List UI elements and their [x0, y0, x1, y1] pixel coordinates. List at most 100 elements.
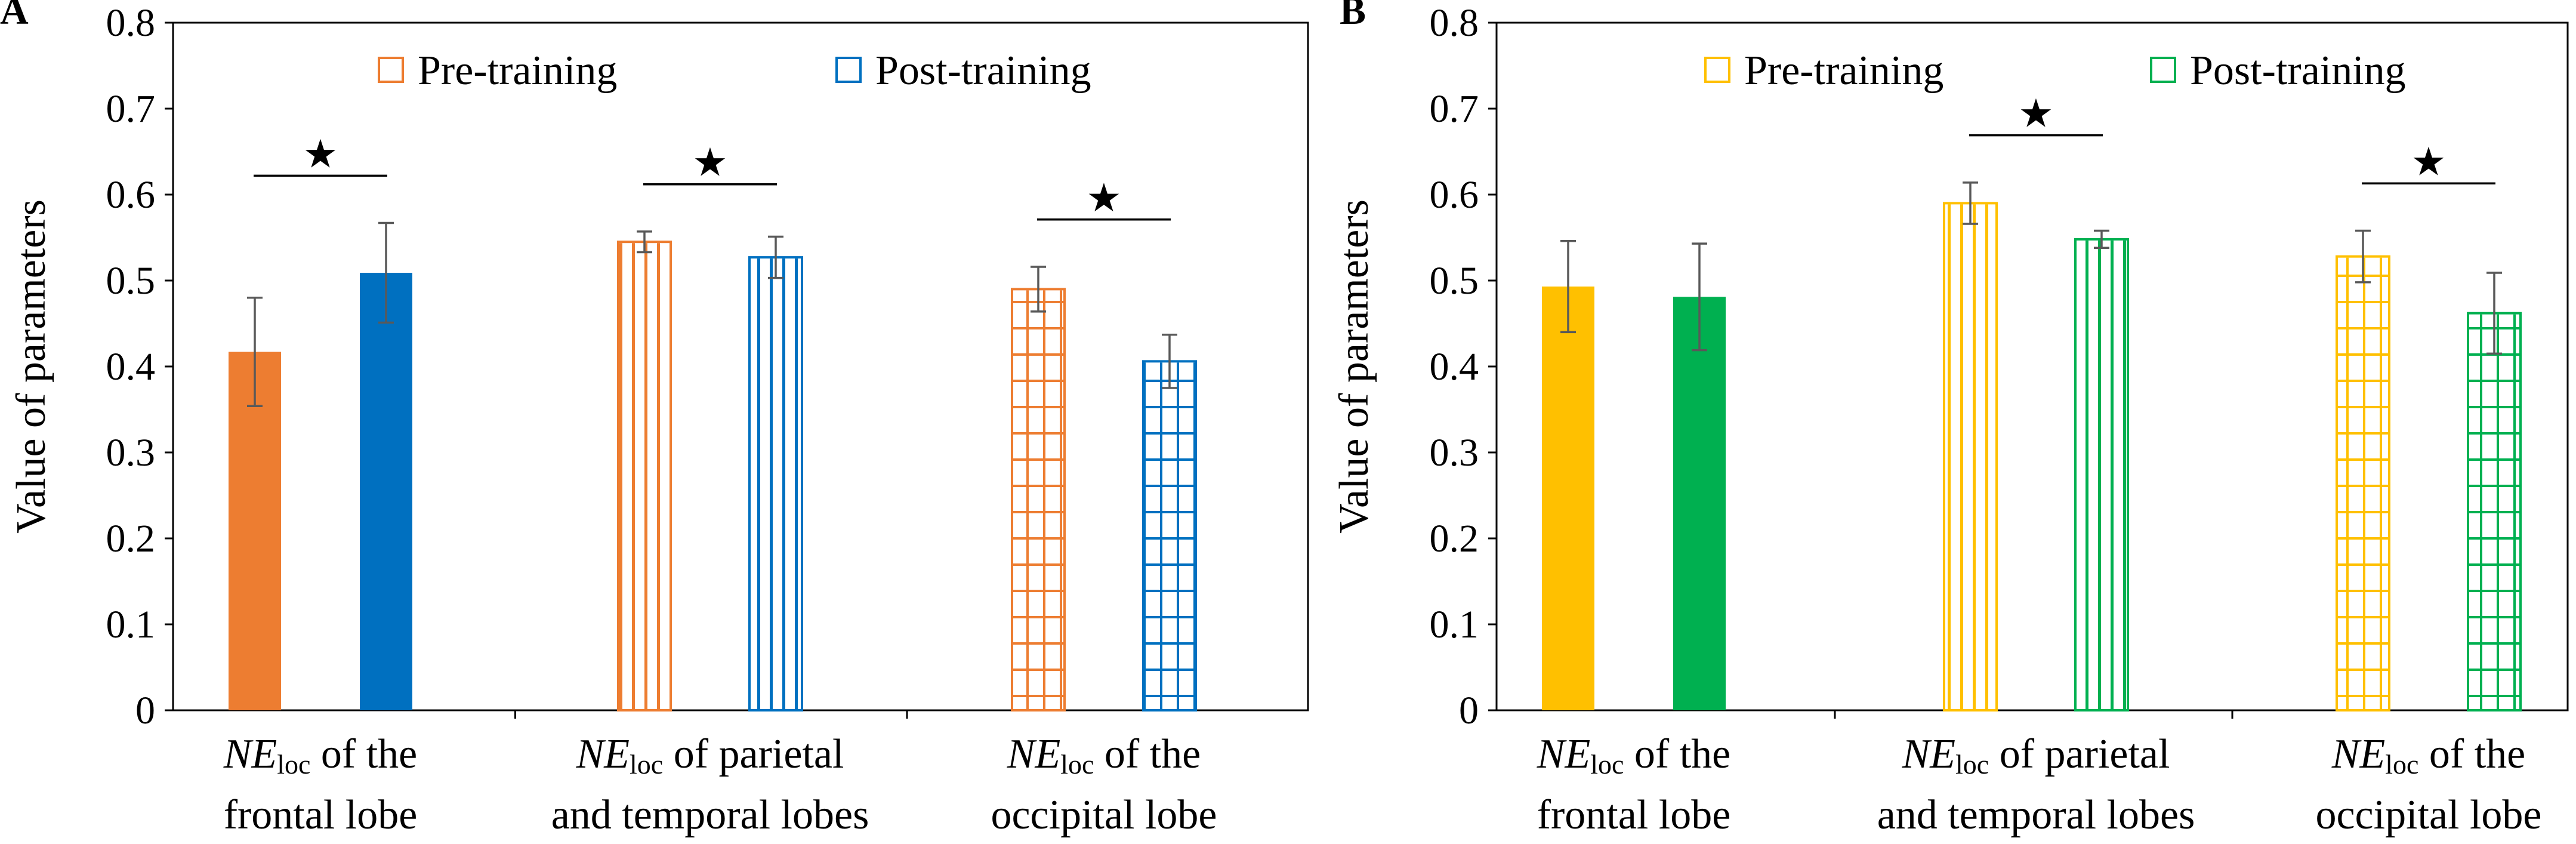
x-category-label-3: NEloc of the occipital lobe [991, 731, 1217, 838]
label-ne: NE [1537, 731, 1590, 777]
x-category-label-3: NEloc of the occipital lobe [2315, 731, 2541, 838]
y-tick-label: 0 [1459, 689, 1479, 732]
bar-post-training-cat2-pattern [2077, 240, 2127, 709]
x-category-label-line2: occipital lobe [991, 792, 1217, 838]
label-rest: of the [1624, 731, 1730, 777]
significance-cat2: ★ [643, 141, 777, 186]
label-ne: NE [1902, 731, 1955, 777]
error-bar-post-training-cat3 [2486, 272, 2502, 355]
error-bar-pre-training-cat2 [637, 230, 652, 254]
x-category-label-line1: NEloc of the [2331, 731, 2525, 780]
chart-panel-a: A 0 0.1 0.2 0.3 0.4 0.5 0.6 0.7 0.8 Value of param… [0, 0, 1309, 838]
y-tick-label: 0.8 [1430, 1, 1479, 45]
significance-cat3: ★ [2362, 140, 2495, 185]
significance-star: ★ [692, 141, 727, 185]
significance-star: ★ [303, 133, 338, 176]
x-category-label-line2: and temporal lobes [1877, 792, 2195, 838]
y-tick-label: 0.1 [106, 603, 156, 646]
error-bar-post-training-cat1 [378, 221, 394, 324]
legend-label: Post-training [875, 48, 1091, 94]
y-tick-label: 0.2 [1430, 517, 1479, 560]
significance-cat3: ★ [1037, 177, 1171, 221]
legend-item-pre-training: Pre-training [1704, 48, 1943, 94]
y-tick-label: 0.8 [106, 1, 156, 45]
label-rest: of the [1094, 731, 1201, 777]
y-tick-label: 0.1 [1430, 603, 1479, 646]
label-subscript: loc [1060, 749, 1094, 780]
y-tick-label: 0.7 [1430, 87, 1479, 131]
label-subscript: loc [1590, 749, 1624, 780]
x-category-label-1: NEloc of the frontal lobe [1537, 731, 1731, 838]
significance-star: ★ [2018, 93, 2053, 136]
x-category-label-line2: frontal lobe [1537, 792, 1731, 838]
legend-swatch [378, 57, 404, 83]
x-category-label-line1: NEloc of the [1537, 731, 1730, 780]
legend-label: Pre-training [418, 48, 617, 94]
error-bar-post-training-cat2 [2094, 229, 2109, 249]
y-tick-label: 0.6 [1430, 173, 1479, 217]
legend-swatch [835, 57, 862, 83]
y-tick-label: 0.4 [106, 345, 156, 389]
label-subscript: loc [277, 749, 310, 780]
error-bar-pre-training-cat2 [1963, 181, 1978, 225]
error-bar-post-training-cat1 [1692, 242, 1707, 352]
legend-swatch [1704, 57, 1730, 83]
label-ne: NE [2331, 731, 2385, 777]
chart-panel-b: B 0 0.1 0.2 0.3 0.4 0.5 0.6 0.7 0.8 Value of param… [1331, 0, 2569, 838]
label-subscript: loc [630, 749, 663, 780]
x-category-label-line2: occipital lobe [2315, 792, 2541, 838]
x-category-label-2: NEloc of parietal and temporal lobes [551, 731, 869, 838]
error-bar-pre-training-cat3 [2355, 229, 2371, 284]
y-tick-label: 0.5 [1430, 259, 1479, 303]
legend-swatch [2150, 57, 2176, 83]
bar-post-training-cat1 [360, 273, 412, 710]
bar-post-training-cat1 [1673, 297, 1726, 710]
x-category-label-line2: frontal lobe [224, 792, 418, 838]
label-subscript: loc [2385, 749, 2418, 780]
y-tick-label: 0 [135, 689, 155, 732]
y-axis-label: Value of parameters [8, 199, 54, 534]
y-tick-label: 0.3 [106, 431, 156, 475]
label-ne: NE [576, 731, 630, 777]
y-tick-label: 0.2 [106, 517, 156, 560]
x-category-label-2: NEloc of parietal and temporal lobes [1877, 731, 2195, 838]
legend-label: Pre-training [1744, 48, 1943, 94]
label-rest: of the [310, 731, 417, 777]
x-category-label-line1: NEloc of the [223, 731, 417, 780]
significance-cat2: ★ [1969, 93, 2103, 137]
legend-label: Post-training [2190, 48, 2406, 94]
label-rest: of the [2418, 731, 2525, 777]
x-category-label-line1: NEloc of the [1007, 731, 1201, 780]
panel-label: A [0, 0, 29, 33]
error-bar-pre-training-cat3 [1031, 266, 1046, 313]
label-rest: of parietal [663, 731, 844, 777]
y-tick-label: 0.7 [106, 87, 156, 131]
label-ne: NE [1007, 731, 1060, 777]
y-tick-label: 0.6 [106, 173, 156, 217]
bar-pre-training-cat3-pattern [2338, 257, 2388, 709]
bar-pre-training-cat2-pattern [1945, 204, 1995, 709]
y-tick-label: 0.3 [1430, 431, 1479, 475]
y-tick-label: 0.5 [106, 259, 156, 303]
bar-pre-training-cat2-pattern [619, 243, 670, 709]
bar-post-training-cat3-pattern [1144, 362, 1195, 709]
x-category-label-1: NEloc of the frontal lobe [223, 731, 418, 838]
y-axis-label: Value of parameters [1331, 199, 1377, 534]
significance-star: ★ [2411, 140, 2446, 184]
y-tick-label: 0.4 [1430, 345, 1479, 389]
significance-cat1: ★ [254, 133, 387, 177]
error-bar-post-training-cat3 [1162, 333, 1177, 389]
bar-post-training-cat2-pattern [751, 258, 801, 709]
x-category-label-line1: NEloc of parietal [576, 731, 844, 780]
significance-star: ★ [1086, 177, 1121, 220]
label-subscript: loc [1955, 749, 1989, 780]
x-category-label-line2: and temporal lobes [551, 792, 869, 838]
label-rest: of parietal [1989, 731, 2170, 777]
legend-item-pre-training: Pre-training [378, 48, 617, 94]
label-ne: NE [223, 731, 277, 777]
plot-frame [172, 21, 1309, 711]
legend-item-post-training: Post-training [835, 48, 1091, 94]
legend-item-post-training: Post-training [2150, 48, 2406, 94]
bar-pre-training-cat1 [1542, 287, 1594, 711]
